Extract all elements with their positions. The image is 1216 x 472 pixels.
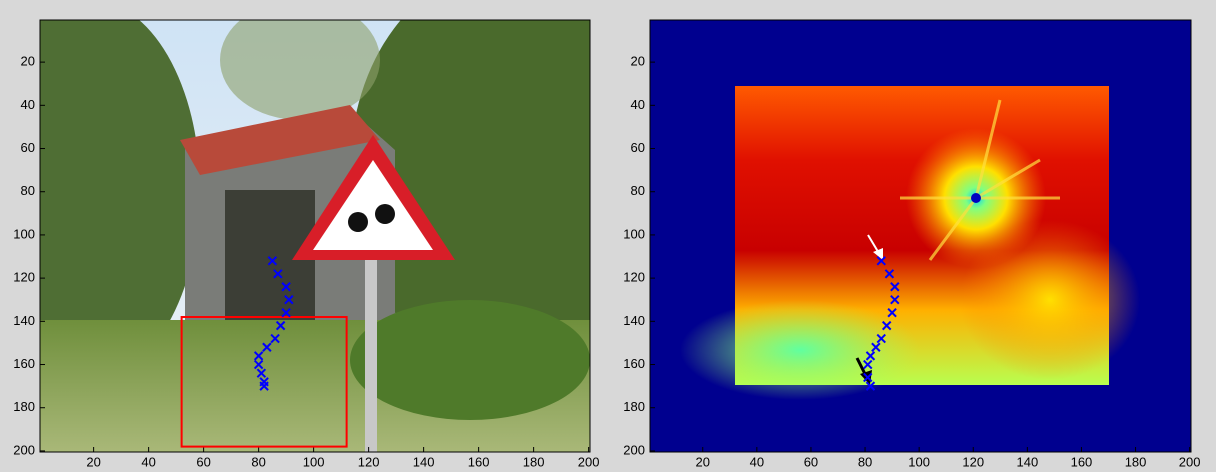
y-tick-label: 160 xyxy=(623,356,645,371)
y-tick-label: 100 xyxy=(13,226,35,241)
x-tick-label: 40 xyxy=(141,454,155,469)
figure: 20 40 60 80 100 120 140 160 180 200 20 40 60 80 100 120… xyxy=(0,0,1216,472)
y-tick-label: 40 xyxy=(21,97,35,112)
x-tick-label: 120 xyxy=(358,454,380,469)
y-tick-label: 80 xyxy=(631,183,645,198)
x-tick-label: 180 xyxy=(1125,454,1147,469)
y-tick-label: 100 xyxy=(623,226,645,241)
x-tick-label: 80 xyxy=(858,454,872,469)
x-tick-label: 160 xyxy=(468,454,490,469)
x-tick-label: 60 xyxy=(196,454,210,469)
heatmap xyxy=(650,20,1191,452)
y-tick-label: 180 xyxy=(13,399,35,414)
x-tick-label: 200 xyxy=(1179,454,1201,469)
x-tick-label: 140 xyxy=(1016,454,1038,469)
y-tick-label: 200 xyxy=(623,442,645,457)
x-tick-label: 40 xyxy=(750,454,764,469)
y-tick-label: 140 xyxy=(13,313,35,328)
y-tick-label: 160 xyxy=(13,356,35,371)
y-tick-label: 60 xyxy=(631,140,645,155)
x-tick-label: 60 xyxy=(804,454,818,469)
x-tick-label: 180 xyxy=(523,454,545,469)
y-tick-label: 140 xyxy=(623,313,645,328)
y-tick-label: 200 xyxy=(13,442,35,457)
y-tick-label: 20 xyxy=(21,54,35,69)
x-tick-label: 20 xyxy=(696,454,710,469)
x-tick-label: 200 xyxy=(578,454,600,469)
x-tick-label: 120 xyxy=(962,454,984,469)
y-tick-label: 120 xyxy=(623,270,645,285)
x-tick-label: 80 xyxy=(251,454,265,469)
x-tick-label: 160 xyxy=(1071,454,1093,469)
x-tick-label: 20 xyxy=(86,454,100,469)
y-tick-label: 40 xyxy=(631,97,645,112)
x-tick-label: 140 xyxy=(413,454,435,469)
x-tick-label: 100 xyxy=(303,454,325,469)
y-tick-label: 60 xyxy=(21,140,35,155)
x-tick-label: 100 xyxy=(908,454,930,469)
y-tick-label: 180 xyxy=(623,399,645,414)
photo xyxy=(0,0,650,452)
y-tick-label: 80 xyxy=(21,183,35,198)
y-tick-label: 120 xyxy=(13,270,35,285)
y-tick-label: 20 xyxy=(631,54,645,69)
